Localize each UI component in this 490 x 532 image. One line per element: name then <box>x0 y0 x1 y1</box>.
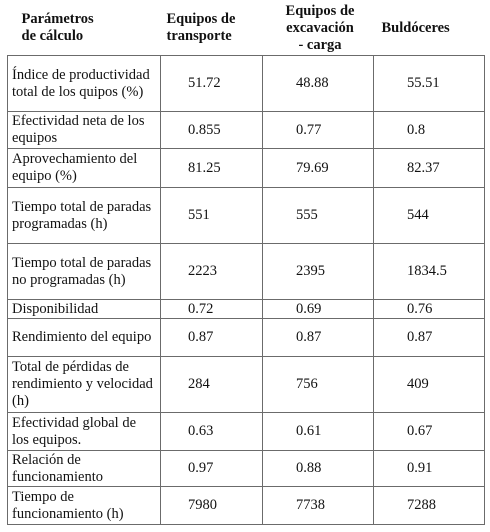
header-row: Parámetros de cálculo Equipos de transport… <box>7 1 485 56</box>
cell-excavation-value: 2395 <box>262 243 374 300</box>
row-parameter-label: Tiempo total de paradas programadas (h) <box>7 187 161 244</box>
table-row: Rendimiento del equipo 0.87 0.87 0.87 <box>7 318 485 357</box>
header-bulldozers-text: Buldóceres <box>381 19 450 36</box>
table-row: Tiempo total de paradas programadas (h) 5… <box>7 187 485 244</box>
row-parameter-label: Rendimiento del equipo <box>7 318 161 357</box>
table-row: Tiempo total de paradas no programadas (… <box>7 243 485 300</box>
cell-bulldozers-value: 0.76 <box>373 299 485 319</box>
cell-transport-value: 0.63 <box>160 412 263 451</box>
cell-transport-value: 0.97 <box>160 450 263 487</box>
cell-bulldozers-value: 0.91 <box>373 450 485 487</box>
cell-transport-value: 51.72 <box>160 55 263 112</box>
row-parameter-label: Efectividad global de los equipos. <box>7 412 161 451</box>
table-row: Tiempo de funcionamiento (h) 7980 7738 7288 <box>7 486 485 525</box>
cell-bulldozers-value: 7288 <box>373 486 485 525</box>
cell-bulldozers-value: 0.87 <box>373 318 485 357</box>
cell-bulldozers-value: 82.37 <box>373 148 485 188</box>
cell-transport-value: 2223 <box>160 243 263 300</box>
calculation-parameters-table: Parámetros de cálculo Equipos de transport… <box>7 1 485 525</box>
cell-transport-value: 0.72 <box>160 299 263 319</box>
cell-excavation-value: 0.69 <box>262 299 374 319</box>
header-parameters-text: Parámetros de cálculo <box>21 11 94 44</box>
header-transport-equipment: Equipos de transporte <box>161 1 263 56</box>
cell-transport-value: 0.855 <box>160 111 263 149</box>
table-row: Relación de funcionamiento 0.97 0.88 0.91 <box>7 450 485 487</box>
cell-excavation-value: 7738 <box>262 486 374 525</box>
row-parameter-label: Efectividad neta de los equipos <box>7 111 161 149</box>
cell-bulldozers-value: 55.51 <box>373 55 485 112</box>
table-row: Disponibilidad 0.72 0.69 0.76 <box>7 299 485 319</box>
row-parameter-label: Disponibilidad <box>7 299 161 319</box>
table-row: Efectividad global de los equipos. 0.63 0.… <box>7 412 485 451</box>
cell-excavation-value: 756 <box>262 356 374 413</box>
header-excavation-equipment: Equipos de excavación - carga <box>263 1 374 56</box>
header-excavation-text: Equipos de excavación - carga <box>285 2 355 53</box>
cell-bulldozers-value: 544 <box>373 187 485 244</box>
header-bulldozers: Buldóceres <box>374 1 485 56</box>
cell-excavation-value: 79.69 <box>262 148 374 188</box>
cell-excavation-value: 0.88 <box>262 450 374 487</box>
cell-bulldozers-value: 0.8 <box>373 111 485 149</box>
header-transport-text: Equipos de transporte <box>166 11 236 44</box>
cell-bulldozers-value: 409 <box>373 356 485 413</box>
row-parameter-label: Tiempo total de paradas no programadas (… <box>7 243 161 300</box>
table-row: Índice de productividad total de los qui… <box>7 55 485 112</box>
cell-excavation-value: 0.87 <box>262 318 374 357</box>
cell-bulldozers-value: 0.67 <box>373 412 485 451</box>
row-parameter-label: Relación de funcionamiento <box>7 450 161 487</box>
table-row: Efectividad neta de los equipos 0.855 0.77… <box>7 111 485 149</box>
cell-transport-value: 551 <box>160 187 263 244</box>
row-parameter-label: Índice de productividad total de los qui… <box>7 55 161 112</box>
row-parameter-label: Tiempo de funcionamiento (h) <box>7 486 161 525</box>
cell-excavation-value: 48.88 <box>262 55 374 112</box>
cell-transport-value: 7980 <box>160 486 263 525</box>
table-body: Índice de productividad total de los qui… <box>7 55 485 525</box>
row-parameter-label: Total de pérdidas de rendimiento y veloc… <box>7 356 161 413</box>
table-row: Aprovechamiento del equipo (%) 81.25 79.69… <box>7 148 485 188</box>
cell-excavation-value: 555 <box>262 187 374 244</box>
row-parameter-label: Aprovechamiento del equipo (%) <box>7 148 161 188</box>
cell-transport-value: 81.25 <box>160 148 263 188</box>
cell-transport-value: 0.87 <box>160 318 263 357</box>
cell-excavation-value: 0.61 <box>262 412 374 451</box>
cell-bulldozers-value: 1834.5 <box>373 243 485 300</box>
table-header: Parámetros de cálculo Equipos de transport… <box>7 1 485 56</box>
cell-transport-value: 284 <box>160 356 263 413</box>
cell-excavation-value: 0.77 <box>262 111 374 149</box>
table-row: Total de pérdidas de rendimiento y veloc… <box>7 356 485 413</box>
header-parameters: Parámetros de cálculo <box>8 1 161 56</box>
